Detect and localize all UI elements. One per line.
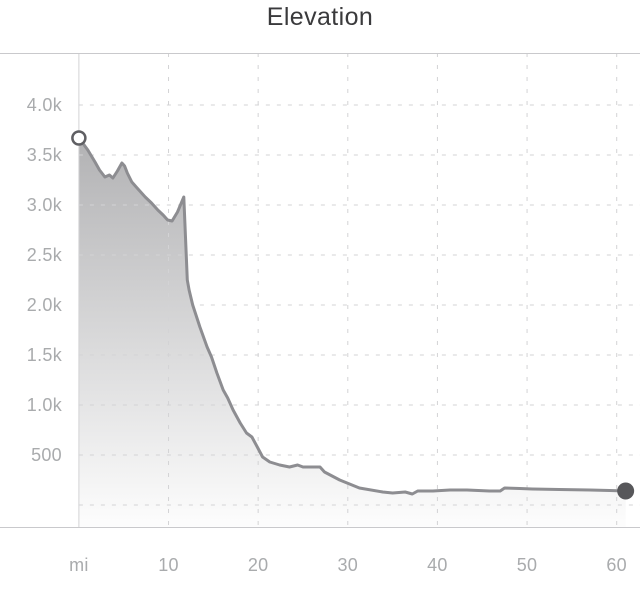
x-axis-tick-label: 20 [247, 555, 269, 575]
y-axis-tick-label: 1.5k [26, 345, 62, 365]
x-axis-unit-label: mi [69, 555, 89, 575]
x-axis-tick-label: 60 [606, 555, 627, 575]
y-axis-tick-label: 2.5k [26, 245, 62, 265]
elevation-fill-area [78, 138, 626, 528]
y-axis-tick-label: 500 [31, 445, 62, 465]
route-start-marker [71, 130, 87, 146]
y-axis-tick-label: 4.0k [26, 95, 62, 115]
y-axis-tick-label: 3.0k [26, 195, 62, 215]
x-axis-tick-label: 30 [337, 555, 359, 575]
x-axis-tick-label: 10 [158, 555, 179, 575]
x-axis-tick-label: 50 [516, 555, 538, 575]
route-end-marker [617, 482, 635, 500]
y-axis-tick-label: 2.0k [26, 295, 62, 315]
elevation-line [77, 136, 628, 496]
chart-title: Elevation [266, 3, 374, 31]
y-axis-tick-label: 3.5k [26, 145, 62, 165]
y-axis-tick-label: 1.0k [26, 395, 62, 415]
x-axis-tick-label: 40 [427, 555, 448, 575]
